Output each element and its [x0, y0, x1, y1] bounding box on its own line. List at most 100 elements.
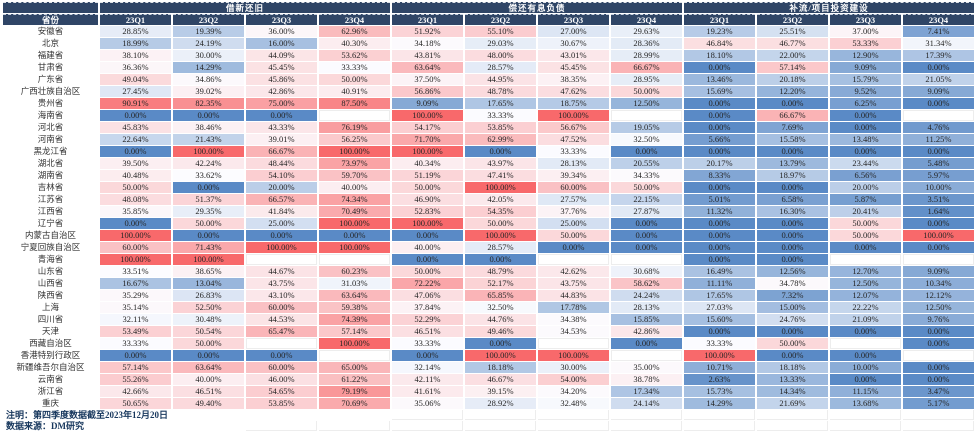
- cell-value: 33.51%: [100, 266, 171, 277]
- group-header-buliu: 补流/项目投资建设: [684, 2, 974, 13]
- cell-empty: [903, 254, 974, 265]
- cell-value: 46.84%: [684, 38, 755, 49]
- cell-value: 16.00%: [246, 38, 317, 49]
- cell-value: 74.39%: [319, 314, 390, 325]
- cell-value: 0.00%: [903, 146, 974, 157]
- cell-value: 66.67%: [757, 110, 828, 121]
- cell-value: 46.51%: [392, 326, 463, 337]
- table-row: 山西省 16.67% 13.04% 43.75% 31.03% 72.22% 52.17% 4…: [3, 278, 974, 289]
- cell-value: 18.10%: [684, 50, 755, 61]
- table-row: 浙江省 42.66% 46.51% 54.65% 79.19% 41.61% 39.15% 3…: [3, 386, 974, 397]
- cell-empty: [538, 338, 609, 349]
- cell-value: 12.07%: [830, 290, 901, 301]
- cell-value: 42.86%: [611, 326, 682, 337]
- cell-value: 38.46%: [173, 122, 244, 133]
- cell-value: 57.14%: [100, 362, 171, 373]
- table-row: 江苏省 48.08% 51.37% 66.57% 74.34% 46.90% 42.05% 2…: [3, 194, 974, 205]
- cell-value: 24.19%: [173, 38, 244, 49]
- cell-value: 21.43%: [173, 134, 244, 145]
- cell-value: 0.00%: [100, 350, 171, 361]
- cell-value: 30.48%: [173, 314, 244, 325]
- cell-value: 0.00%: [684, 182, 755, 193]
- row-label-province: 广西壮族自治区: [3, 86, 98, 97]
- cell-value: 27.57%: [538, 194, 609, 205]
- table-row: 重庆 50.65% 49.40% 53.85% 70.69% 35.06% 28.92% 32…: [3, 398, 974, 409]
- column-header-g3-23q2: 23Q2: [757, 14, 828, 25]
- cell-value: 66.67%: [611, 62, 682, 73]
- cell-value: 19.23%: [684, 26, 755, 37]
- cell-value: 12.56%: [757, 266, 828, 277]
- cell-value: 0.00%: [684, 254, 755, 265]
- cell-value: 0.00%: [319, 230, 390, 241]
- cell-value: 35.00%: [611, 362, 682, 373]
- quarter-header-row: 省份 23Q1 23Q2 23Q3 23Q4 23Q1 23Q2 23Q3 23Q4 23Q1 2…: [3, 14, 974, 25]
- cell-value: 48.00%: [465, 50, 536, 61]
- group-header-jiexin: 借新还旧: [100, 2, 390, 13]
- cell-empty: [903, 350, 974, 361]
- table-row: 甘肃省 36.36% 14.29% 45.45% 33.33% 63.64% 28.57% 4…: [3, 62, 974, 73]
- cell-value: 0.00%: [100, 146, 171, 157]
- cell-value: 18.99%: [100, 38, 171, 49]
- cell-value: 100.00%: [684, 350, 755, 361]
- cell-value: 46.00%: [246, 374, 317, 385]
- cell-value: 0.00%: [100, 218, 171, 229]
- cell-value: 44.95%: [465, 74, 536, 85]
- cell-value: 100.00%: [465, 350, 536, 361]
- cell-value: 18.75%: [538, 98, 609, 109]
- cell-value: 0.00%: [173, 350, 244, 361]
- cell-value: 11.32%: [684, 206, 755, 217]
- cell-value: 35.14%: [100, 302, 171, 313]
- cell-value: 5.87%: [830, 194, 901, 205]
- cell-value: 43.97%: [465, 158, 536, 169]
- cell-value: 20.00%: [830, 182, 901, 193]
- corner-cell: [3, 2, 98, 13]
- row-label-province: 河南省: [3, 134, 98, 145]
- cell-value: 100.00%: [392, 218, 463, 229]
- row-label-province: 上海: [3, 302, 98, 313]
- cell-value: 49.04%: [100, 74, 171, 85]
- cell-value: 29.03%: [465, 38, 536, 49]
- row-label-province: 广东省: [3, 74, 98, 85]
- table-row: 湖南省 40.48% 33.62% 54.10% 59.70% 51.19% 47.41% 3…: [3, 170, 974, 181]
- row-label-province: 海南省: [3, 110, 98, 121]
- cell-value: 0.00%: [246, 230, 317, 241]
- cell-value: 0.00%: [465, 338, 536, 349]
- cell-value: 52.50%: [173, 302, 244, 313]
- cell-value: 22.15%: [611, 194, 682, 205]
- cell-value: 7.32%: [757, 290, 828, 301]
- cell-value: 0.00%: [684, 62, 755, 73]
- cell-value: 9.09%: [830, 62, 901, 73]
- cell-value: 11.25%: [903, 134, 974, 145]
- cell-empty: [903, 110, 974, 121]
- cell-value: 60.00%: [246, 362, 317, 373]
- table-row: 吉林省 50.00% 0.00% 20.00% 40.00% 50.00% 100.00% 6…: [3, 182, 974, 193]
- table-row: 湖北省 39.50% 42.24% 48.44% 73.97% 40.34% 43.97% 2…: [3, 158, 974, 169]
- cell-value: 100.00%: [538, 350, 609, 361]
- empty-cell: [246, 421, 317, 431]
- table-row: 河南省 22.64% 21.43% 39.01% 56.25% 71.70% 62.99% 4…: [3, 134, 974, 145]
- cell-value: 28.13%: [611, 302, 682, 313]
- cell-value: 0.00%: [611, 146, 682, 157]
- cell-empty: [611, 254, 682, 265]
- cell-value: 100.00%: [465, 230, 536, 241]
- cell-value: 66.67%: [246, 146, 317, 157]
- province-column-header: 省份: [3, 14, 98, 25]
- cell-value: 52.17%: [465, 278, 536, 289]
- cell-value: 47.52%: [538, 134, 609, 145]
- cell-value: 18.18%: [757, 362, 828, 373]
- cell-value: 48.08%: [100, 194, 171, 205]
- cell-value: 14.34%: [757, 386, 828, 397]
- cell-value: 0.00%: [611, 218, 682, 229]
- cell-value: 34.20%: [538, 386, 609, 397]
- cell-empty: [319, 110, 390, 121]
- cell-value: 28.13%: [538, 158, 609, 169]
- cell-value: 43.75%: [246, 278, 317, 289]
- cell-value: 26.83%: [173, 290, 244, 301]
- cell-value: 40.34%: [392, 158, 463, 169]
- cell-value: 9.09%: [392, 98, 463, 109]
- cell-value: 0.00%: [684, 326, 755, 337]
- cell-value: 0.00%: [830, 242, 901, 253]
- cell-value: 27.03%: [684, 302, 755, 313]
- cell-value: 7.41%: [903, 26, 974, 37]
- empty-cell: [319, 421, 390, 431]
